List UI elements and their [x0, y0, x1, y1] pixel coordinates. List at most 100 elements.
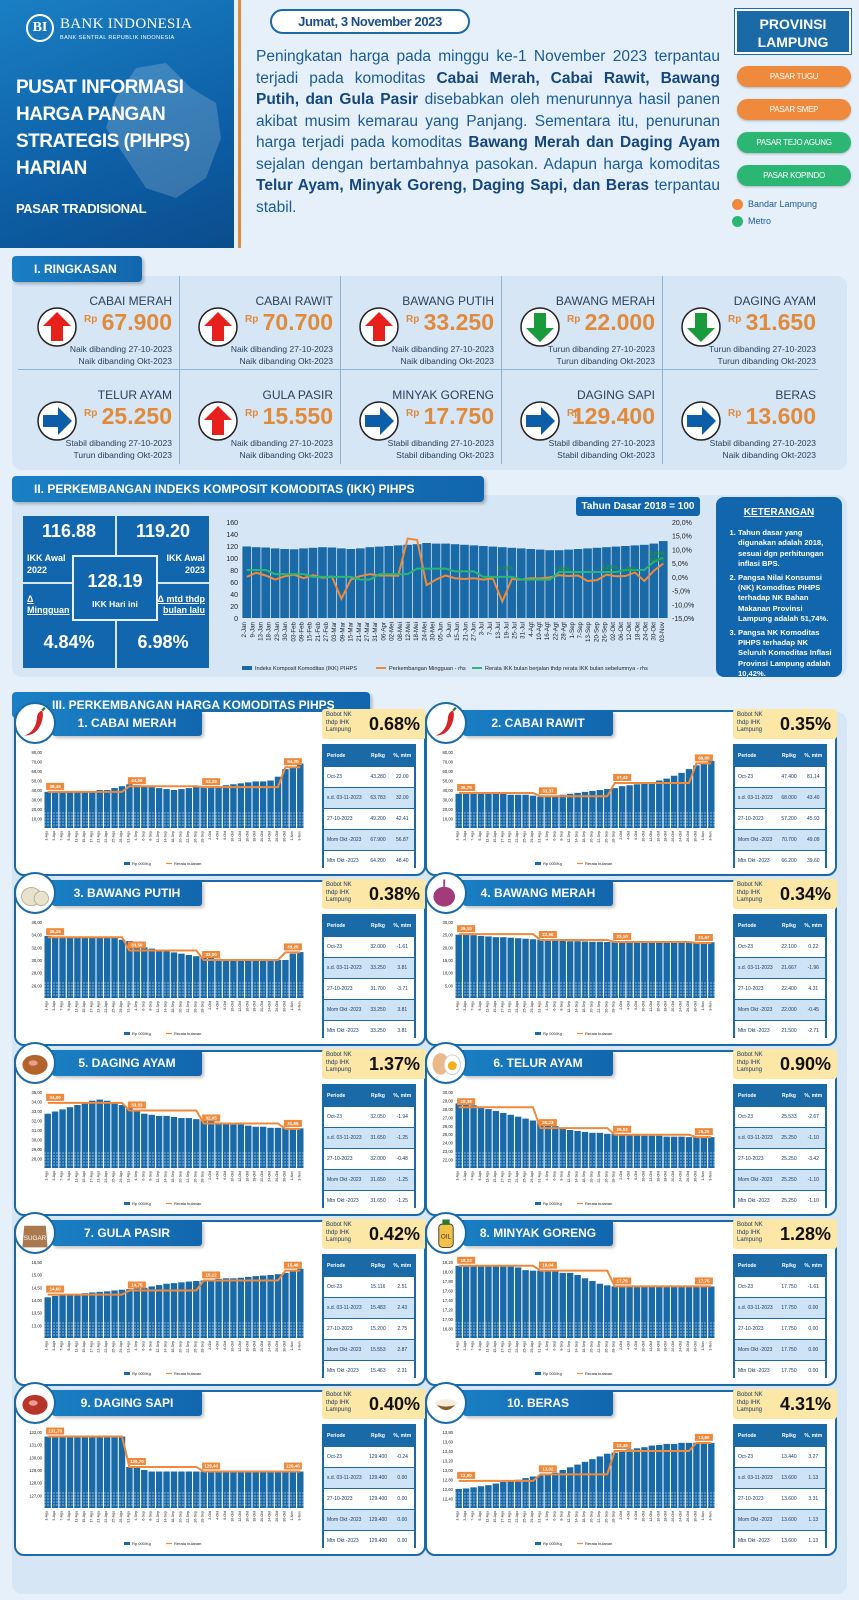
legend-swatch — [535, 1202, 541, 1205]
market-button-3[interactable]: PASAR TEJO AGUNG — [737, 132, 851, 153]
commodity-box: 9. DAGING SAPI Bobot NK thdp IHK Lampung 0… — [14, 1382, 426, 1556]
table-cell: 2.43 — [397, 1305, 408, 1311]
table-row: s.d. 03-11-2023 21.667 -1.96 — [735, 958, 825, 978]
avg-label: 25,10 — [461, 926, 473, 931]
x-tick-label: 9-Jan — [249, 621, 256, 637]
price-bar — [282, 960, 289, 998]
market-type: PASAR TRADISIONAL — [16, 201, 147, 216]
y-tick-label: 25,00 — [443, 933, 454, 938]
price-bar — [178, 789, 185, 828]
x-tick-label: 2-Okt — [619, 1511, 623, 1520]
header-divider — [238, 0, 241, 248]
price-bar — [529, 939, 537, 998]
x-tick-label: 8-Sep — [560, 831, 564, 841]
table-cell: 129.400 — [368, 1475, 388, 1481]
x-tick-label: 20-Okt — [260, 1171, 264, 1182]
price-value: 22.000 — [584, 309, 655, 335]
table-header-cell: Rp/kg — [782, 923, 796, 929]
commodity-title: 7. GULA PASIR — [52, 1220, 202, 1246]
lampung-map-icon — [106, 63, 221, 198]
table-row: Oct-23 17.750 -1.61 — [735, 1277, 825, 1297]
table-row: 27-10-2023 31.700 -3.71 — [324, 979, 414, 999]
x-tick-label: 29-Agu — [119, 1511, 123, 1523]
x-tick-label: 21-Agu — [97, 1341, 101, 1353]
table-cell: 27-10-2023 — [327, 986, 353, 992]
bobot-badge: Bobot NK thdp IHK Lampung 0.40% — [322, 1389, 426, 1419]
ikk-bar — [526, 549, 536, 618]
price-bar — [237, 783, 245, 828]
y-tick-label: 13,00 — [32, 1323, 43, 1328]
table-cell: Oct-23 — [738, 774, 754, 780]
ringkasan-card: MINYAK GORENG Rp 17.750 Stabil dibanding 27… — [340, 370, 502, 463]
price-bar — [596, 790, 604, 828]
market-button-1[interactable]: PASAR TUGU — [737, 66, 851, 87]
x-tick-label: 20-Okt — [260, 1341, 264, 1352]
price-bar — [656, 1135, 663, 1168]
table-cell: 15.553 — [370, 1347, 386, 1353]
x-tick-label: 30-Jan — [282, 621, 289, 640]
x-tick-label: 16-Okt — [245, 1511, 249, 1522]
x-tick-label: 4-Okt — [216, 1341, 220, 1350]
x-tick-label: 24-Okt — [679, 1001, 683, 1012]
x-tick-label: 13-Sep — [585, 621, 592, 642]
price-bar — [514, 794, 522, 828]
x-tick-label: 20-Sep — [589, 831, 593, 843]
x-tick-label: 26-Sep — [193, 1511, 197, 1523]
table-cell: 22.000 — [781, 1007, 797, 1013]
x-tick-label: 3-Agu — [52, 1001, 56, 1011]
table-cell: 21.500 — [781, 1028, 797, 1034]
y-tick-label: 5,00 — [445, 983, 454, 988]
price-bar — [66, 1436, 74, 1508]
table-header-cell: Periode — [327, 923, 346, 929]
price-bar — [118, 1289, 126, 1338]
price-bar — [96, 1291, 103, 1338]
ikk-bar — [583, 548, 592, 618]
price-bar — [648, 942, 656, 998]
price-bar — [230, 1124, 237, 1168]
price-bar — [103, 1436, 111, 1508]
app-title: PUSAT INFORMASI HARGA PANGAN STRATEGIS (… — [16, 77, 190, 179]
x-tick-label: 29-Agu — [119, 1171, 123, 1183]
table-cell: -1.25 — [396, 1177, 408, 1183]
table-cell: s.d. 03-11-2023 — [327, 965, 362, 971]
ikk-annotation: 2,22% — [602, 565, 618, 571]
x-tick-label: 2-Okt — [208, 1511, 212, 1520]
commodity-name: TELUR AYAM — [97, 388, 172, 402]
y-tick-label: 15,00 — [443, 958, 454, 963]
table-cell: Oct-23 — [738, 1454, 754, 1460]
bobot-value: 0.90% — [779, 1054, 831, 1074]
ikk-annotation: 1,66% — [554, 566, 570, 572]
table-row: Mom Okt -2023 129.400 0.00 — [324, 1510, 414, 1530]
market-button-4[interactable]: PASAR KOPINDO — [737, 165, 851, 186]
x-tick-label: 12-Okt — [626, 622, 633, 641]
avg-label-bg — [613, 933, 632, 941]
price-bar — [708, 1286, 715, 1338]
table-cell: 0.00 — [397, 1517, 408, 1523]
x-tick-label: 7-Jul — [487, 622, 494, 635]
x-tick-label: 2-Okt — [208, 1341, 212, 1350]
price-bar — [207, 1121, 215, 1168]
x-tick-label: 18-Okt — [634, 622, 641, 641]
x-tick-label: 21-Jun — [462, 621, 469, 640]
commodity-box: 5. DAGING AYAM Bobot NK thdp IHK Lampung 1… — [14, 1042, 426, 1216]
table-cell: 3.81 — [397, 965, 408, 971]
price-bar — [74, 790, 81, 828]
x-tick-label: 20-Okt — [260, 831, 264, 842]
x-tick-label: 17-Agu — [89, 831, 93, 843]
commodity-box: 3. BAWANG PUTIH Bobot NK thdp IHK Lampung… — [14, 872, 426, 1046]
x-tick-label: 28-Sep — [201, 1511, 205, 1523]
change-vs-week: Stabil dibanding 27-10-2023 — [548, 438, 655, 448]
price-bar — [59, 937, 66, 998]
keterangan-item: Tahun dasar yang digunakan adalah 2018, … — [738, 528, 834, 570]
x-tick-label: 28-Sep — [612, 1001, 616, 1013]
avg-label: 32,00 — [206, 952, 218, 957]
price-bar — [245, 782, 252, 828]
price-bar — [133, 1288, 141, 1338]
bobot-badge: Bobot NK thdp IHK Lampung 1.37% — [322, 1049, 426, 1079]
price-bar — [297, 1128, 304, 1168]
table-row: Mom Okt -2023 25.250 -1.10 — [735, 1170, 825, 1190]
table-cell: Mtn Okt -2023 — [327, 1368, 359, 1374]
legend-swatch — [242, 666, 252, 670]
market-button-2[interactable]: PASAR SMEP — [737, 99, 851, 120]
table-cell: Oct-23 — [738, 944, 754, 950]
